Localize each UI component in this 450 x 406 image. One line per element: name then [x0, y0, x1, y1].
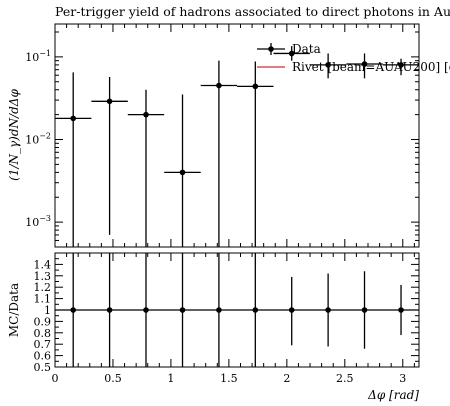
main-y-tick-label: 10−2: [25, 132, 51, 147]
x-tick-label: 1: [167, 372, 174, 385]
main-y-axis-label: (1/N_γ)dN/dΔφ: [7, 89, 21, 181]
data-point: [127, 89, 165, 247]
x-axis: 0 0.5 1 1.5 2 2.5 3: [52, 24, 415, 385]
ratio-marker: [288, 307, 295, 313]
ratio-y-axis-label: MC/Data: [7, 283, 21, 337]
chart-title: Per-trigger yield of hadrons associated …: [55, 4, 450, 19]
ratio-y-tick-label: 1.1: [34, 293, 52, 306]
ratio-point: [216, 253, 222, 367]
ratio-y-tick-label: 0.8: [34, 327, 52, 340]
ratio-marker: [216, 307, 222, 313]
ratio-marker: [252, 307, 259, 313]
data-marker: [216, 82, 222, 89]
ratio-y-tick-label: 0.7: [34, 338, 52, 351]
ratio-point: [252, 253, 259, 367]
data-point: [237, 61, 274, 247]
data-point: [273, 46, 310, 61]
data-marker: [398, 62, 404, 68]
data-marker: [106, 98, 113, 105]
legend: Data Rivet [beam=AUAU200] [c: [257, 42, 450, 74]
ratio-point: [361, 271, 368, 349]
ratio-point: [325, 273, 331, 347]
data-marker: [179, 169, 186, 176]
data-marker: [361, 61, 368, 67]
data-marker: [252, 83, 259, 90]
ratio-y-tick-label: 0.9: [34, 315, 52, 328]
data-point: [382, 58, 419, 76]
ratio-marker: [70, 307, 76, 313]
x-tick-label: 2: [283, 372, 290, 385]
ratio-y-tick-label: 1.3: [34, 270, 52, 283]
data-point: [309, 53, 347, 79]
ratio-y-tick-label: 0.5: [34, 361, 52, 374]
main-plot-frame: [54, 23, 420, 248]
ratio-y-tick-label: 0.6: [34, 350, 52, 363]
ratio-marker: [325, 307, 331, 313]
legend-rivet-label: Rivet [beam=AUAU200] [c: [292, 60, 450, 74]
ratio-marker: [143, 307, 149, 313]
ratio-data-series: [55, 253, 419, 367]
ratio-marker: [398, 307, 404, 313]
data-marker: [70, 115, 76, 122]
data-point: [164, 94, 201, 247]
data-point: [200, 60, 238, 247]
ratio-y-tick-label: 1.4: [34, 258, 52, 271]
x-tick-label: 1.5: [220, 372, 238, 385]
main-data-series: [55, 46, 419, 247]
ratio-point: [70, 253, 76, 367]
data-point: [91, 77, 128, 235]
legend-data-marker: [268, 46, 274, 52]
x-tick-label: 0.5: [104, 372, 122, 385]
data-marker: [143, 111, 149, 118]
ratio-point: [179, 253, 186, 367]
main-y-tick-label: 10−3: [25, 214, 51, 229]
x-tick-label: 2.5: [336, 372, 354, 385]
ratio-y-axis: 0.50.60.70.80.911.11.21.31.4: [34, 252, 419, 374]
ratio-marker: [106, 307, 113, 313]
x-tick-label: 3: [399, 372, 406, 385]
ratio-y-tick-label: 1: [44, 304, 51, 317]
main-y-tick-label: 10−1: [25, 49, 51, 64]
ratio-point: [143, 253, 149, 367]
ratio-marker: [361, 307, 368, 313]
x-tick-label: 0: [52, 372, 59, 385]
ratio-point: [288, 276, 295, 346]
ratio-y-tick-label: 1.2: [34, 281, 52, 294]
data-marker: [325, 62, 331, 68]
ratio-point: [398, 284, 404, 336]
data-point: [55, 72, 92, 247]
ratio-point: [106, 253, 113, 367]
data-point: [346, 53, 383, 79]
main-y-axis: 10−3 10−2 10−1: [25, 31, 419, 248]
data-marker: [288, 50, 295, 57]
legend-data-label: Data: [292, 42, 321, 56]
x-axis-label: Δφ [rad]: [367, 388, 419, 402]
ratio-marker: [179, 307, 186, 313]
